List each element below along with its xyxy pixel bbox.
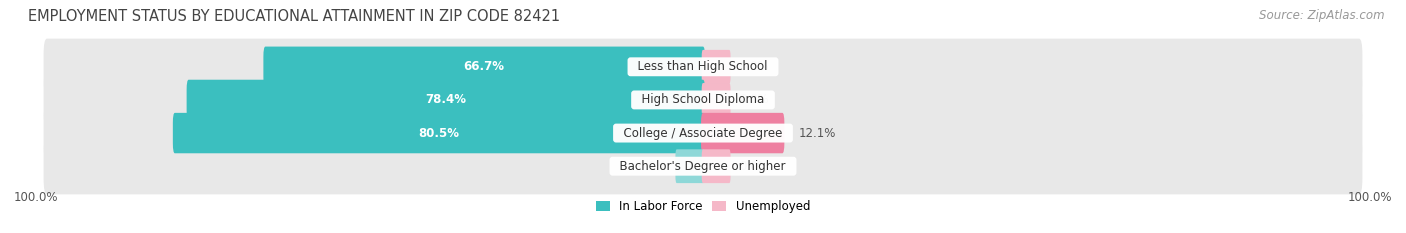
Text: Less than High School: Less than High School — [630, 60, 776, 73]
Text: EMPLOYMENT STATUS BY EDUCATIONAL ATTAINMENT IN ZIP CODE 82421: EMPLOYMENT STATUS BY EDUCATIONAL ATTAINM… — [28, 9, 560, 24]
FancyBboxPatch shape — [675, 149, 704, 183]
FancyBboxPatch shape — [44, 138, 1362, 194]
FancyBboxPatch shape — [44, 72, 1362, 128]
Text: Bachelor's Degree or higher: Bachelor's Degree or higher — [613, 160, 793, 173]
Text: 100.0%: 100.0% — [14, 191, 59, 204]
Text: 0.0%: 0.0% — [740, 60, 769, 73]
Text: 12.1%: 12.1% — [799, 127, 837, 140]
Text: 0.0%: 0.0% — [637, 160, 666, 173]
Legend: In Labor Force, Unemployed: In Labor Force, Unemployed — [591, 195, 815, 218]
FancyBboxPatch shape — [187, 80, 704, 120]
Text: 0.0%: 0.0% — [740, 160, 769, 173]
FancyBboxPatch shape — [702, 113, 785, 153]
FancyBboxPatch shape — [173, 113, 704, 153]
Text: High School Diploma: High School Diploma — [634, 93, 772, 106]
Text: Source: ZipAtlas.com: Source: ZipAtlas.com — [1260, 9, 1385, 22]
Text: 66.7%: 66.7% — [464, 60, 505, 73]
FancyBboxPatch shape — [702, 149, 731, 183]
Text: 0.0%: 0.0% — [740, 93, 769, 106]
FancyBboxPatch shape — [263, 47, 704, 87]
Text: 100.0%: 100.0% — [1347, 191, 1392, 204]
Text: College / Associate Degree: College / Associate Degree — [616, 127, 790, 140]
Text: 78.4%: 78.4% — [425, 93, 467, 106]
FancyBboxPatch shape — [702, 50, 731, 84]
FancyBboxPatch shape — [44, 39, 1362, 95]
FancyBboxPatch shape — [702, 83, 731, 117]
Text: 80.5%: 80.5% — [419, 127, 460, 140]
FancyBboxPatch shape — [44, 105, 1362, 161]
